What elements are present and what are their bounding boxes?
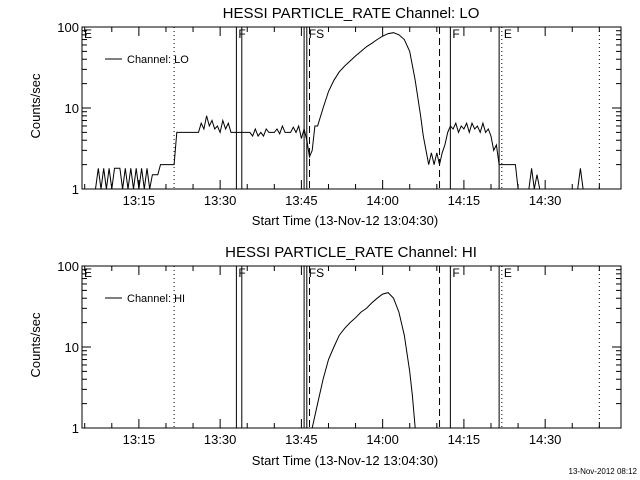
x-tick-label: 14:00 [366,432,399,447]
x-tick-label: 13:30 [204,432,237,447]
y-tick-label: 1 [72,421,79,436]
y-axis-label: Counts/sec [28,312,43,378]
x-tick-label: 13:30 [204,193,237,208]
y-tick-label: 10 [65,101,79,116]
marker-label: E [504,266,512,280]
x-tick-label: 14:30 [529,193,562,208]
y-tick-label: 100 [57,259,79,274]
marker-lines: EFFSFE [81,27,600,189]
y-tick-label: 1 [72,182,79,197]
chart-title: HESSI PARTICLE_RATE Channel: LO [223,5,480,22]
axis-ticks: 13:15 13:30 13:45 14:00 14:15 14:30 1 10 100 [57,259,621,447]
series-line [311,292,416,429]
x-tick-label: 13:15 [123,432,156,447]
marker-label: F [452,266,459,280]
x-tick-label: 13:15 [123,193,156,208]
series-line [95,32,519,190]
marker-label: FS [309,266,324,280]
legend-label: Channel: LO [127,54,189,66]
marker-lines: EFFSFE [81,266,600,428]
legend: Channel: LO [105,54,189,66]
marker-label: FS [309,27,324,41]
y-axis-label: Counts/sec [28,73,43,139]
series-line [577,168,584,190]
x-tick-label: 14:30 [529,432,562,447]
plot-frame [81,265,622,429]
x-axis-label: Start Time (13-Nov-12 13:04:30) [252,213,438,228]
y-tick-label: 100 [57,20,79,35]
marker-label: E [504,27,512,41]
x-tick-label: 14:15 [448,432,481,447]
chart-panel-hi: HESSI PARTICLE_RATE Channel: HI Counts/s… [28,244,622,468]
series-lines [311,292,416,429]
footer-timestamp: 13-Nov-2012 08:12 [569,467,638,476]
chart-panel-lo: HESSI PARTICLE_RATE Channel: LO Counts/s… [28,5,622,228]
x-tick-label: 14:00 [366,193,399,208]
marker-label: E [84,266,92,280]
series-lines [95,32,584,190]
legend-label: Channel: HI [127,293,185,305]
chart-title: HESSI PARTICLE_RATE Channel: HI [225,244,477,261]
marker-label: F [452,27,459,41]
x-tick-label: 13:45 [285,432,318,447]
x-tick-label: 14:15 [448,193,481,208]
axis-ticks: 13:15 13:30 13:45 14:00 14:15 14:30 1 10 100 [57,20,621,208]
series-line [528,168,541,190]
legend: Channel: HI [105,293,185,305]
marker-label: E [84,27,92,41]
y-tick-label: 10 [65,340,79,355]
x-axis-label: Start Time (13-Nov-12 13:04:30) [252,453,438,468]
x-tick-label: 13:45 [285,193,318,208]
